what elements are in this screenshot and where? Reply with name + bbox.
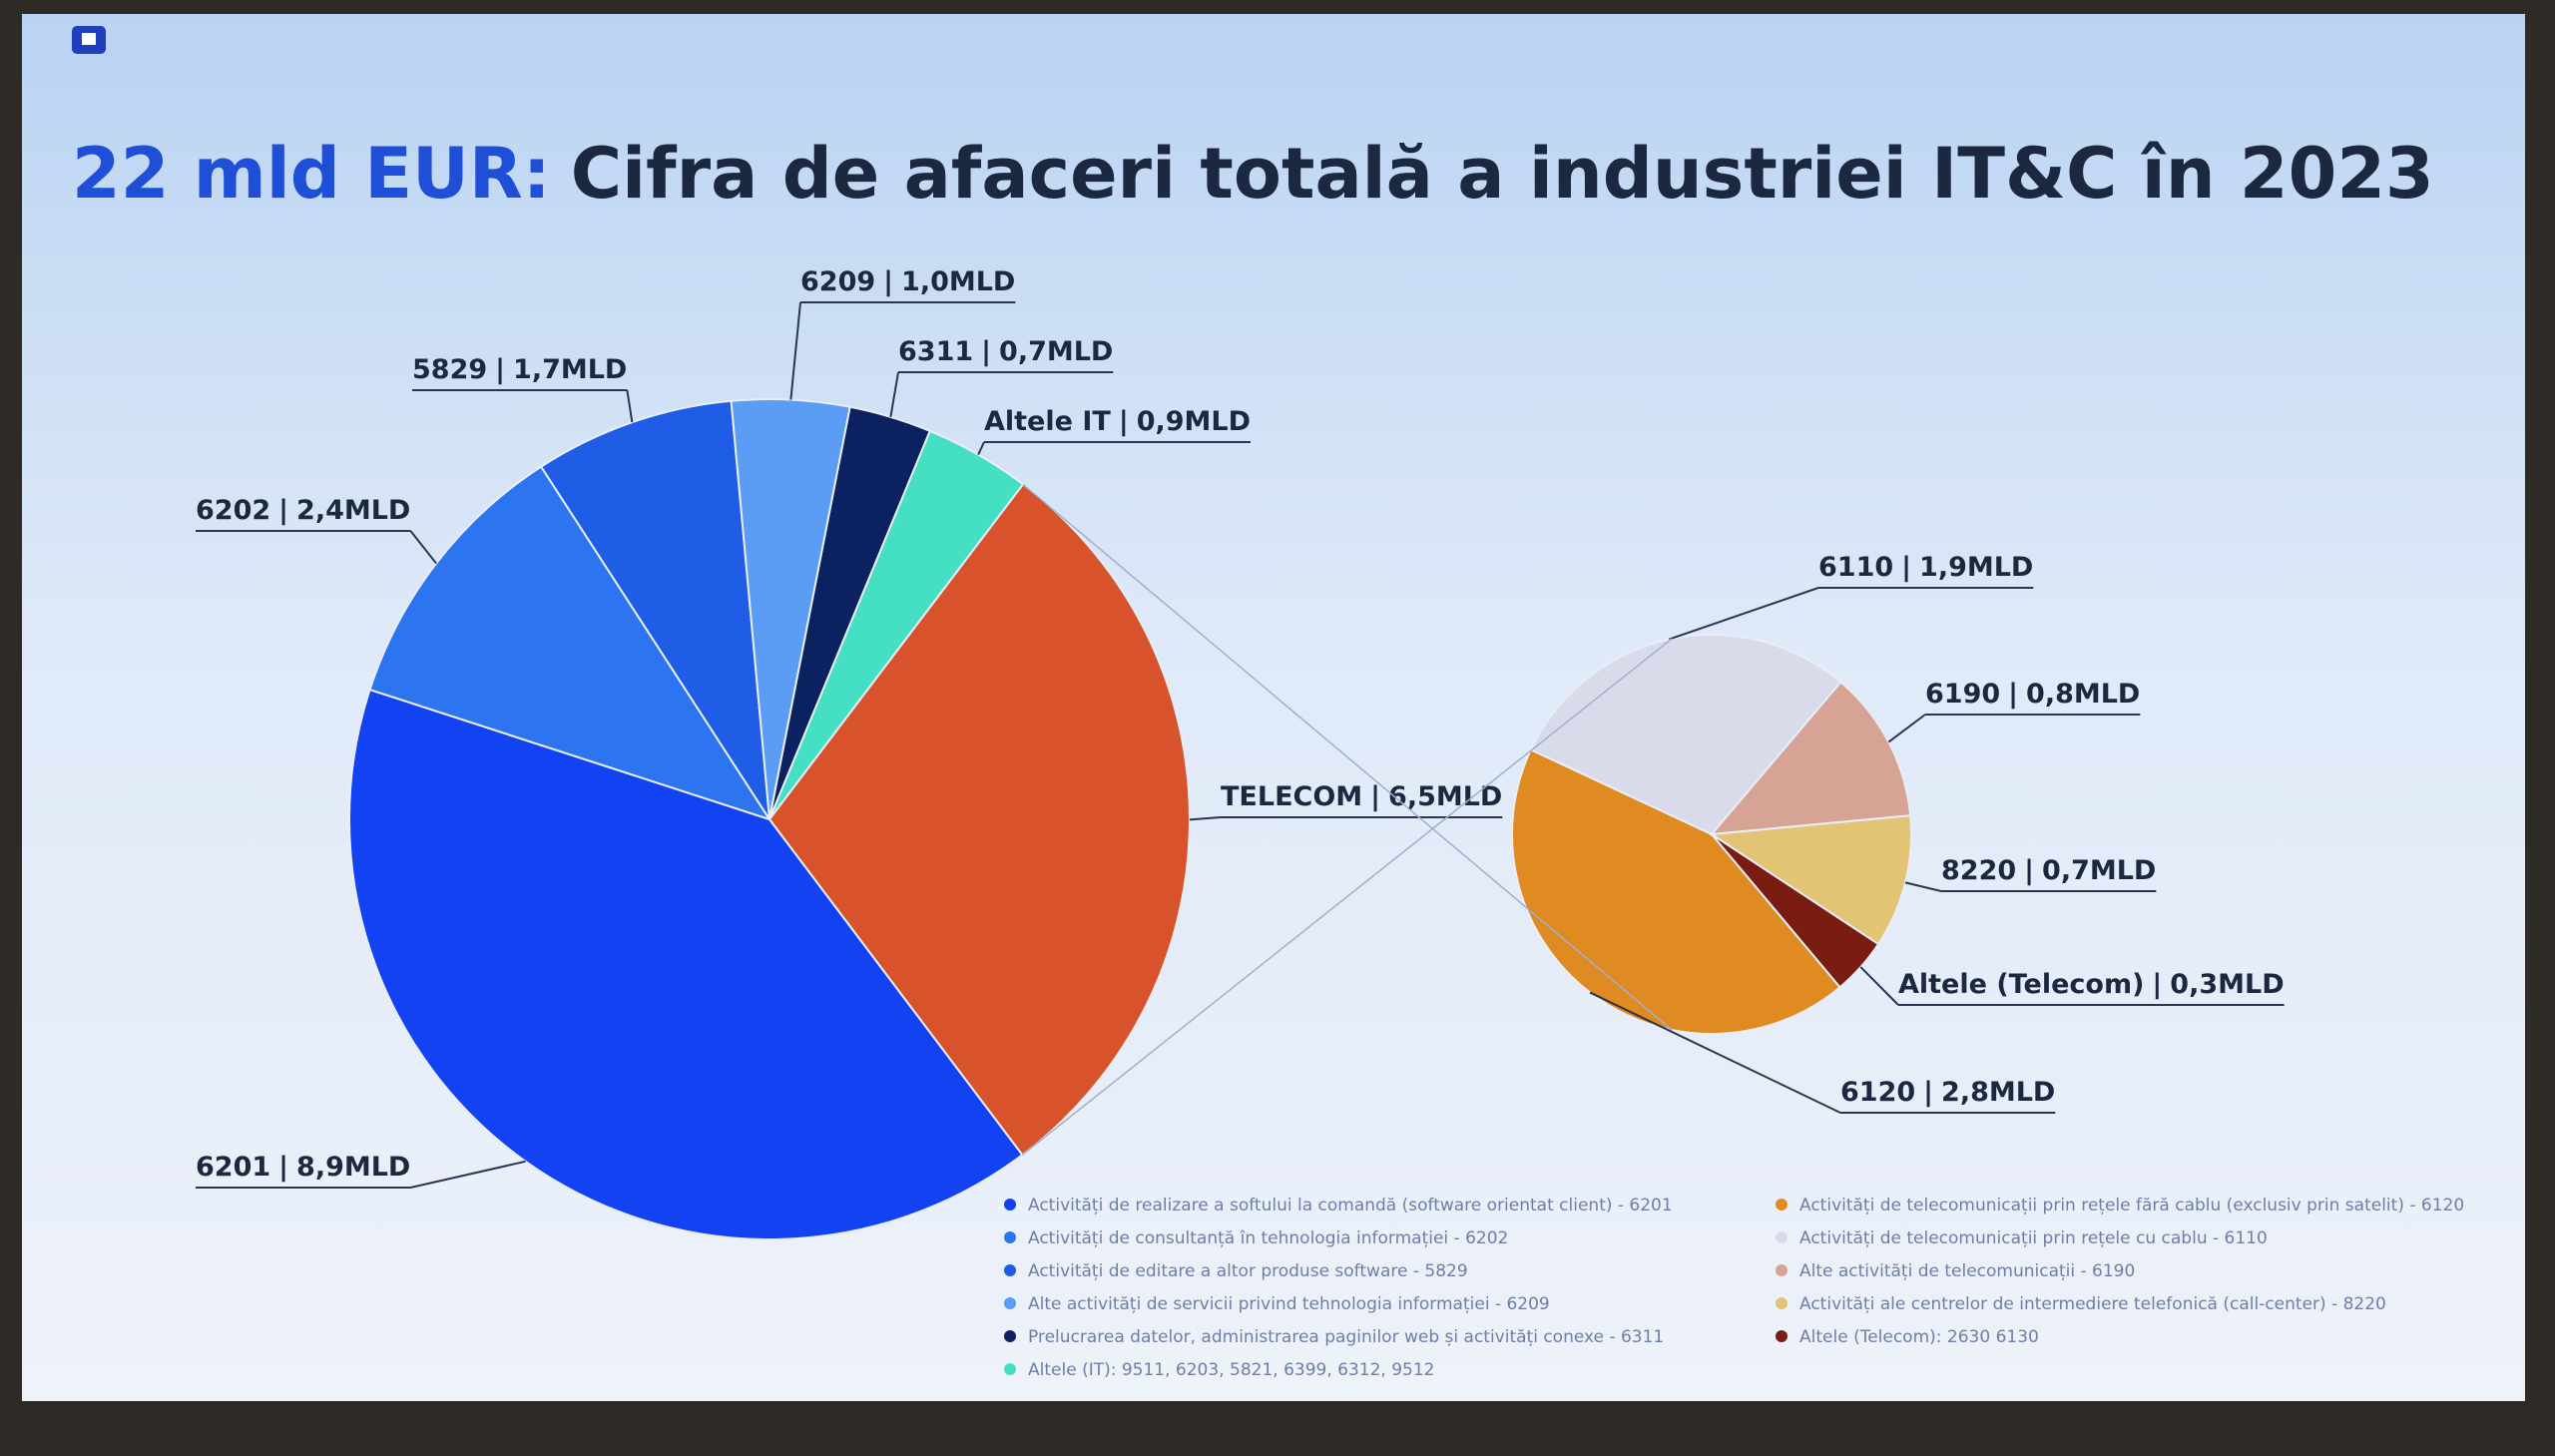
leader-line — [409, 530, 437, 565]
slice-label-code: Altele (Telecom) — [1898, 969, 2144, 1000]
title-highlight: 22 mld EUR: — [72, 133, 551, 215]
slice-label-code: TELECOM — [1221, 781, 1362, 812]
legend-marker — [1776, 1199, 1788, 1211]
pie-slice — [348, 688, 1024, 1240]
legend-label: Activități de realizare a softului la co… — [1028, 1196, 1673, 1215]
slice-label-code: 5829 — [412, 354, 487, 385]
legend-marker — [1004, 1297, 1016, 1309]
slice-label-code: 6202 — [196, 495, 270, 526]
legend-marker — [1004, 1264, 1016, 1276]
slice-label-value: 1,9MLD — [1919, 552, 2033, 583]
label-separator: | — [2008, 679, 2018, 710]
legend-marker — [1004, 1199, 1016, 1211]
logo-inner — [82, 33, 96, 45]
legend-marker — [1776, 1231, 1788, 1243]
legend-label: Activități de editare a altor produse so… — [1028, 1261, 1468, 1281]
slice-label-value: 0,9MLD — [1137, 406, 1251, 437]
legend-marker — [1776, 1264, 1788, 1276]
legend-label: Activități ale centrelor de intermediere… — [1799, 1294, 2386, 1314]
leader-line — [410, 1160, 526, 1189]
pie-slice — [767, 482, 1191, 1157]
title: 22 mld EUR: Cifra de afaceri totală a ind… — [72, 133, 2434, 215]
slice-label-code: 6209 — [800, 266, 875, 297]
connector-line — [1021, 638, 1673, 1156]
slice-label-value: 1,0MLD — [901, 266, 1015, 297]
leader-line — [1189, 816, 1222, 821]
legend-label: Altele (IT): 9511, 6203, 5821, 6399, 631… — [1028, 1360, 1434, 1380]
label-separator: | — [981, 336, 991, 367]
slice-label-value: 0,7MLD — [2042, 855, 2156, 886]
slice-label-value: 1,7MLD — [513, 354, 627, 385]
slice-label-code: 6120 — [1840, 1077, 1915, 1108]
slice-label-code: 6110 — [1818, 552, 1893, 583]
label-separator: | — [2152, 969, 2162, 1000]
label-separator: | — [1901, 552, 1911, 583]
label-separator: | — [2024, 855, 2034, 886]
slice-label-code: 6201 — [196, 1152, 270, 1183]
label-separator: | — [495, 354, 505, 385]
leader-line — [977, 441, 985, 456]
leader-line — [889, 371, 899, 418]
legend-marker — [1004, 1231, 1016, 1243]
slice-label-code: 6190 — [1925, 679, 2000, 710]
title-text: Cifra de afaceri totală a industriei IT&… — [571, 133, 2434, 215]
legend-label: Activități de telecomunicații prin rețel… — [1799, 1196, 2464, 1215]
legend-label: Activități de consultanță în tehnologia … — [1028, 1228, 1508, 1248]
leader-line — [789, 301, 801, 400]
slice-label-value: 0,8MLD — [2026, 679, 2140, 710]
leader-line — [1859, 966, 1899, 1006]
legend-label: Activități de telecomunicații prin rețel… — [1799, 1228, 2268, 1248]
legend-label: Altele (Telecom): 2630 6130 — [1799, 1327, 2039, 1347]
leader-line — [626, 389, 634, 423]
slice-label-value: 2,4MLD — [296, 495, 410, 526]
legend-label: Prelucrarea datelor, administrarea pagin… — [1028, 1327, 1664, 1347]
label-separator: | — [278, 1152, 288, 1183]
pie-slice — [1711, 833, 1880, 989]
connector-line — [1022, 483, 1673, 1031]
leader-line — [1669, 587, 1819, 641]
slice-label-value: 2,8MLD — [1941, 1077, 2055, 1108]
legend-marker — [1004, 1330, 1016, 1342]
legend-marker — [1776, 1330, 1788, 1342]
label-separator: | — [1923, 1077, 1933, 1108]
legend-marker — [1776, 1297, 1788, 1309]
slice-label-value: 0,3MLD — [2170, 969, 2284, 1000]
slice-label-code: 6311 — [898, 336, 973, 367]
label-separator: | — [278, 495, 288, 526]
pie-slice — [1511, 747, 1841, 1036]
legend-label: Alte activități de servicii privind tehn… — [1028, 1294, 1550, 1314]
slice-label-code: Altele IT — [984, 406, 1111, 437]
slice-label-code: 8220 — [1941, 855, 2016, 886]
slice-label-value: 0,7MLD — [999, 336, 1113, 367]
label-separator: | — [883, 266, 893, 297]
legend-marker — [1004, 1363, 1016, 1375]
legend-label: Alte activități de telecomunicații - 619… — [1799, 1261, 2135, 1281]
leader-line — [1589, 991, 1841, 1114]
label-separator: | — [1119, 406, 1129, 437]
leader-line — [1904, 881, 1942, 892]
leader-line — [1887, 714, 1926, 743]
slice-label-value: 8,9MLD — [296, 1152, 410, 1183]
pie-slice — [368, 465, 772, 821]
label-separator: | — [1370, 781, 1380, 812]
